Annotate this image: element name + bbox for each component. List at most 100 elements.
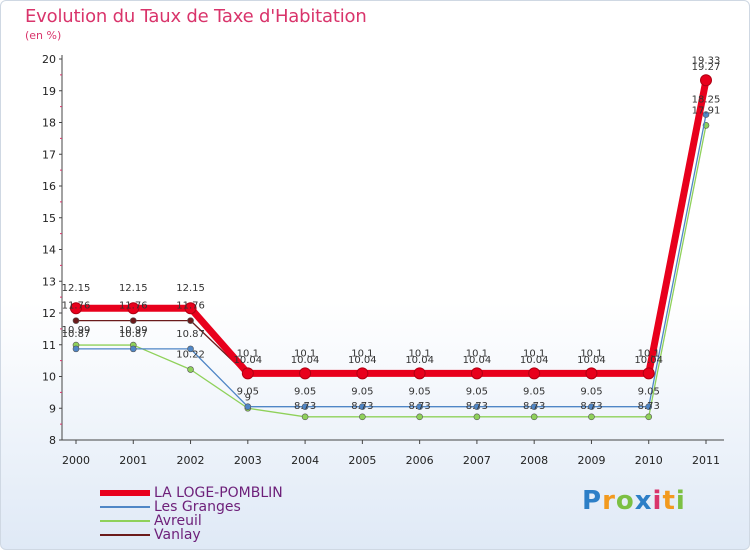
x-tick-label: 2011 [692,454,720,467]
y-tick-label: 13 [42,275,56,288]
data-point [127,302,140,315]
data-point [299,367,312,380]
data-point [473,403,481,410]
data-label: 8.73 [466,401,488,412]
chart-subtitle: (en %) [25,29,62,42]
data-point [187,345,194,353]
data-point [470,367,483,380]
data-label: 19.27 [692,62,721,73]
data-label: 10.87 [119,329,148,340]
data-label: 10.1 [237,348,259,359]
data-label: 9.05 [466,387,488,398]
data-label: 12.15 [62,283,91,294]
data-point [72,345,80,353]
data-label: 9.05 [638,387,660,398]
series-line-la-loge-pomblin [76,79,710,377]
data-point [301,403,309,410]
data-label: 10.1 [294,348,316,359]
data-label: 9 [245,392,251,403]
chart-title: Evolution du Taux de Taxe d'Habitation [25,6,367,27]
logo-letter: t [662,486,676,516]
logo-letter: r [602,486,616,516]
x-tick-label: 2005 [348,454,376,467]
data-point [530,403,538,410]
logo-letter: P [582,486,603,516]
y-tick-label: 11 [42,339,56,352]
x-tick-label: 2003 [234,454,262,467]
data-label: 11.76 [176,301,205,312]
legend-label: Vanlay [154,527,201,543]
data-label: 10.87 [62,329,91,340]
series-line-vanlay [76,82,707,376]
data-label: 8.73 [523,401,545,412]
logo-letter: o [615,486,635,516]
y-tick-label: 15 [42,212,56,225]
logo-letter: i [652,486,663,516]
data-point [184,302,197,315]
data-point [473,413,481,421]
legend-label: Les Granges [154,499,241,515]
data-label: 10.1 [466,348,488,359]
data-label: 8.73 [294,401,316,412]
x-tick-label: 2006 [406,454,434,467]
x-tick-label: 2008 [520,454,548,467]
data-label: 12.15 [176,283,205,294]
data-point [72,317,80,324]
y-tick-label: 18 [42,117,56,130]
x-tick-label: 2007 [463,454,491,467]
y-tick-label: 20 [42,53,56,66]
y-tick-label: 12 [42,307,56,320]
data-point [356,367,369,380]
data-point [528,367,541,380]
x-tick-label: 2002 [177,454,205,467]
data-label: 10.1 [523,348,545,359]
data-point [588,413,595,421]
legend-swatch [100,520,150,522]
data-label: 8.73 [580,401,602,412]
series-line-avreuil [76,125,707,418]
data-point [416,413,423,421]
data-point [241,367,254,380]
data-label: 10.04 [520,355,549,366]
data-point [588,403,595,410]
data-point [645,403,653,410]
data-label: 8.73 [638,401,660,412]
x-tick-label: 2004 [291,454,319,467]
data-label: 10.04 [634,355,663,366]
y-tick-label: 9 [49,402,56,415]
data-label: 9.05 [580,387,602,398]
y-tick-label: 8 [49,434,56,447]
data-point [702,111,710,118]
y-tick-label: 19 [42,85,56,98]
data-label: 18.25 [692,95,721,106]
data-point [129,317,137,324]
data-point [645,413,653,421]
data-label: 10.1 [409,348,431,359]
data-point [642,367,655,380]
y-tick-label: 16 [42,180,56,193]
data-label: 10.1 [580,348,602,359]
data-point [70,302,82,315]
data-point [359,403,366,410]
x-tick-label: 2010 [635,454,663,467]
data-label: 10.04 [291,355,320,366]
legend-label: Avreuil [154,513,202,529]
x-tick-label: 2009 [577,454,605,467]
data-label: 10.04 [348,355,377,366]
legend-swatch [100,506,150,508]
data-label: 10.04 [463,355,492,366]
data-label: 10.99 [119,325,148,336]
data-label: 9.05 [294,387,316,398]
data-label: 9.05 [409,387,431,398]
y-tick-label: 17 [42,148,56,161]
y-tick-label: 10 [42,371,56,384]
proxiti-logo: Proxiti [582,486,686,516]
logo-letter: i [675,486,686,516]
data-label: 11.76 [119,301,148,312]
legend-swatch [100,534,150,536]
data-point [359,413,366,421]
data-label: 10.04 [233,355,262,366]
data-label: 10.99 [62,325,91,336]
